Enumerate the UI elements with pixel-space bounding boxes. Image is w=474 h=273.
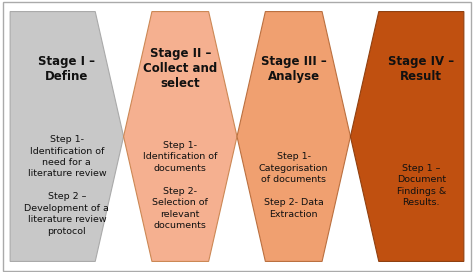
Text: Stage III –
Analyse: Stage III – Analyse <box>261 55 327 83</box>
Polygon shape <box>10 11 124 262</box>
Text: Stage IV –
Result: Stage IV – Result <box>388 55 455 83</box>
Text: Step 1-
Categorisation
of documents

Step 2- Data
Extraction: Step 1- Categorisation of documents Step… <box>259 152 328 218</box>
Text: Stage II –
Collect and
select: Stage II – Collect and select <box>143 47 218 90</box>
Polygon shape <box>124 11 237 262</box>
Polygon shape <box>350 11 464 262</box>
Text: Step 1-
Identification of
documents

Step 2-
Selection of
relevant
documents: Step 1- Identification of documents Step… <box>143 141 218 230</box>
Text: Step 1-
Identification of
need for a
literature review

Step 2 –
Development of : Step 1- Identification of need for a lit… <box>25 135 109 236</box>
Text: Stage I –
Define: Stage I – Define <box>38 55 95 83</box>
Polygon shape <box>237 11 350 262</box>
Text: Step 1 –
Document
Findings &
Results.: Step 1 – Document Findings & Results. <box>397 164 446 207</box>
